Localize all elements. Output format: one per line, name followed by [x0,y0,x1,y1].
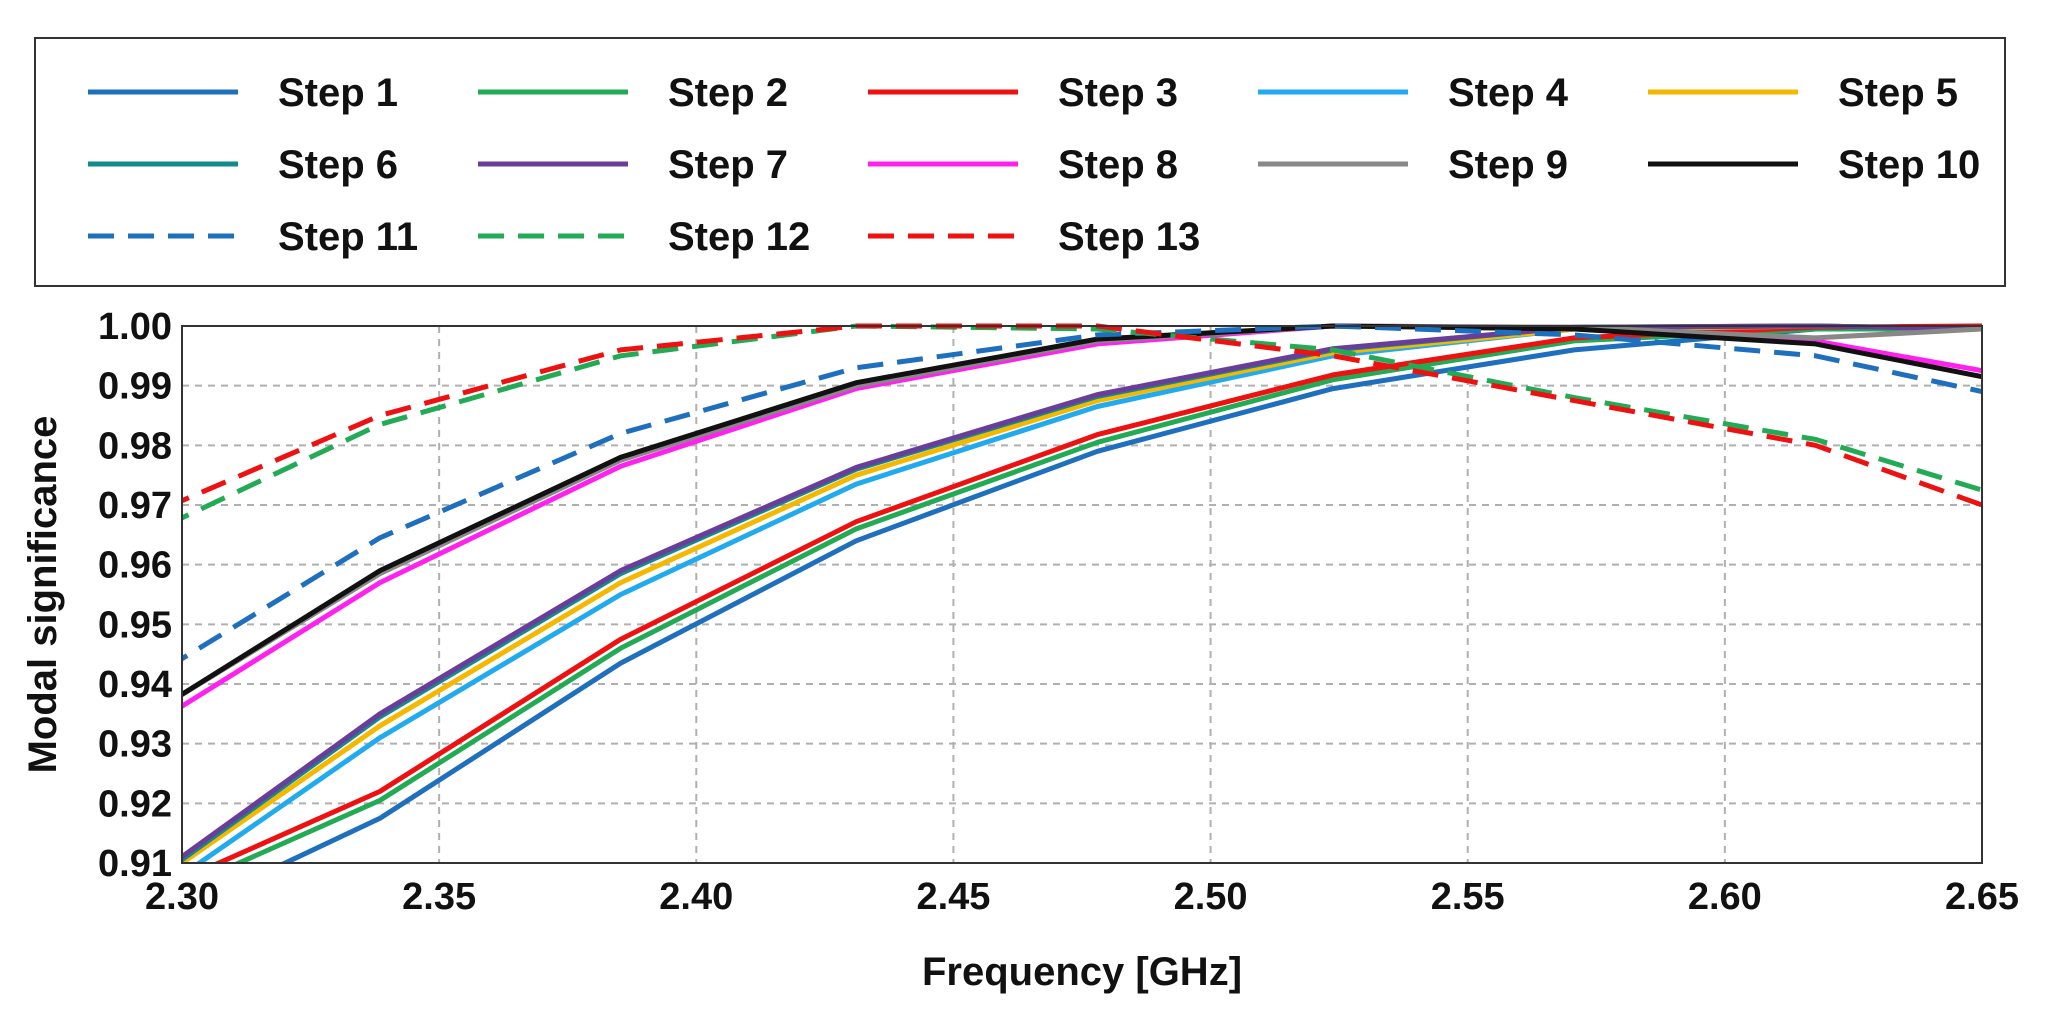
legend-label: Step 4 [1448,71,1569,115]
legend-label: Step 3 [1058,71,1178,115]
legend-label: Step 12 [668,215,810,259]
y-tick-label: 0.94 [98,664,172,706]
y-tick-label: 1.00 [98,306,172,348]
series-line-step-11 [182,323,1982,662]
legend-entry: Step 11 [88,215,418,259]
y-tick-label: 0.96 [98,545,172,587]
legend-entry: Step 6 [88,143,398,187]
x-tick-label: 2.40 [659,876,733,918]
y-tick-label: 0.92 [98,783,172,825]
legend-label: Step 13 [1058,215,1200,259]
x-tick-label: 2.35 [402,876,476,918]
legend-label: Step 11 [278,215,418,259]
y-tick-label: 0.91 [98,843,172,885]
y-tick-label: 0.93 [98,724,172,766]
legend-entry: Step 7 [478,143,788,187]
legend-entry: Step 9 [1258,143,1568,187]
legend-entry: Step 3 [868,71,1178,115]
x-axis-title: Frequency [GHz] [922,950,1242,994]
x-tick-label: 2.30 [145,876,219,918]
legend-entry: Step 1 [88,71,398,115]
series-line-step-10 [182,323,1982,698]
y-axis-ticks: 0.91 0.92 0.93 0.94 0.95 0.96 0.97 0.98 0.99 1.00 [98,306,172,885]
legend-entry: Step 5 [1648,71,1958,115]
x-tick-label: 2.50 [1174,876,1248,918]
series-line-step-3 [212,323,1982,863]
legend-label: Step 9 [1448,143,1568,187]
legend-label: Step 6 [278,143,398,187]
x-tick-label: 2.60 [1688,876,1762,918]
legend-entry: Step 10 [1648,143,1980,187]
legend-label: Step 2 [668,71,788,115]
legend: Step 1 Step 2 Step 3 Step 4 Step 5 Step 6 Step… [34,37,2006,287]
y-tick-label: 0.99 [98,366,172,408]
legend-label: Step 8 [1058,143,1178,187]
legend-label: Step 10 [1838,143,1980,187]
grid [182,326,1982,863]
legend-entry: Step 4 [1258,71,1569,115]
legend-label: Step 5 [1838,71,1958,115]
legend-label: Step 1 [278,71,398,115]
legend-entry: Step 2 [478,71,788,115]
plot-area: 2.30 2.35 2.40 2.45 2.50 2.55 2.60 2.65 0.910.9… [98,306,2019,918]
legend-entry: Step 8 [868,143,1178,187]
series-line-step-12 [182,323,1982,521]
y-tick-label: 0.97 [98,485,172,527]
legend-entry: Step 13 [868,215,1200,259]
y-tick-label: 0.98 [98,425,172,467]
plot-background [182,326,1982,863]
plot-frame [181,325,1983,864]
legend-entry: Step 12 [478,215,810,259]
y-axis-title: Modal significance [21,416,65,774]
legend-label: Step 7 [668,143,788,187]
x-tick-label: 2.55 [1431,876,1505,918]
y-tick-label: 0.95 [98,604,172,646]
x-tick-label: 2.65 [1945,876,2019,918]
x-tick-label: 2.45 [916,876,990,918]
x-axis-ticks: 2.30 2.35 2.40 2.45 2.50 2.55 2.60 2.65 [145,876,2019,918]
